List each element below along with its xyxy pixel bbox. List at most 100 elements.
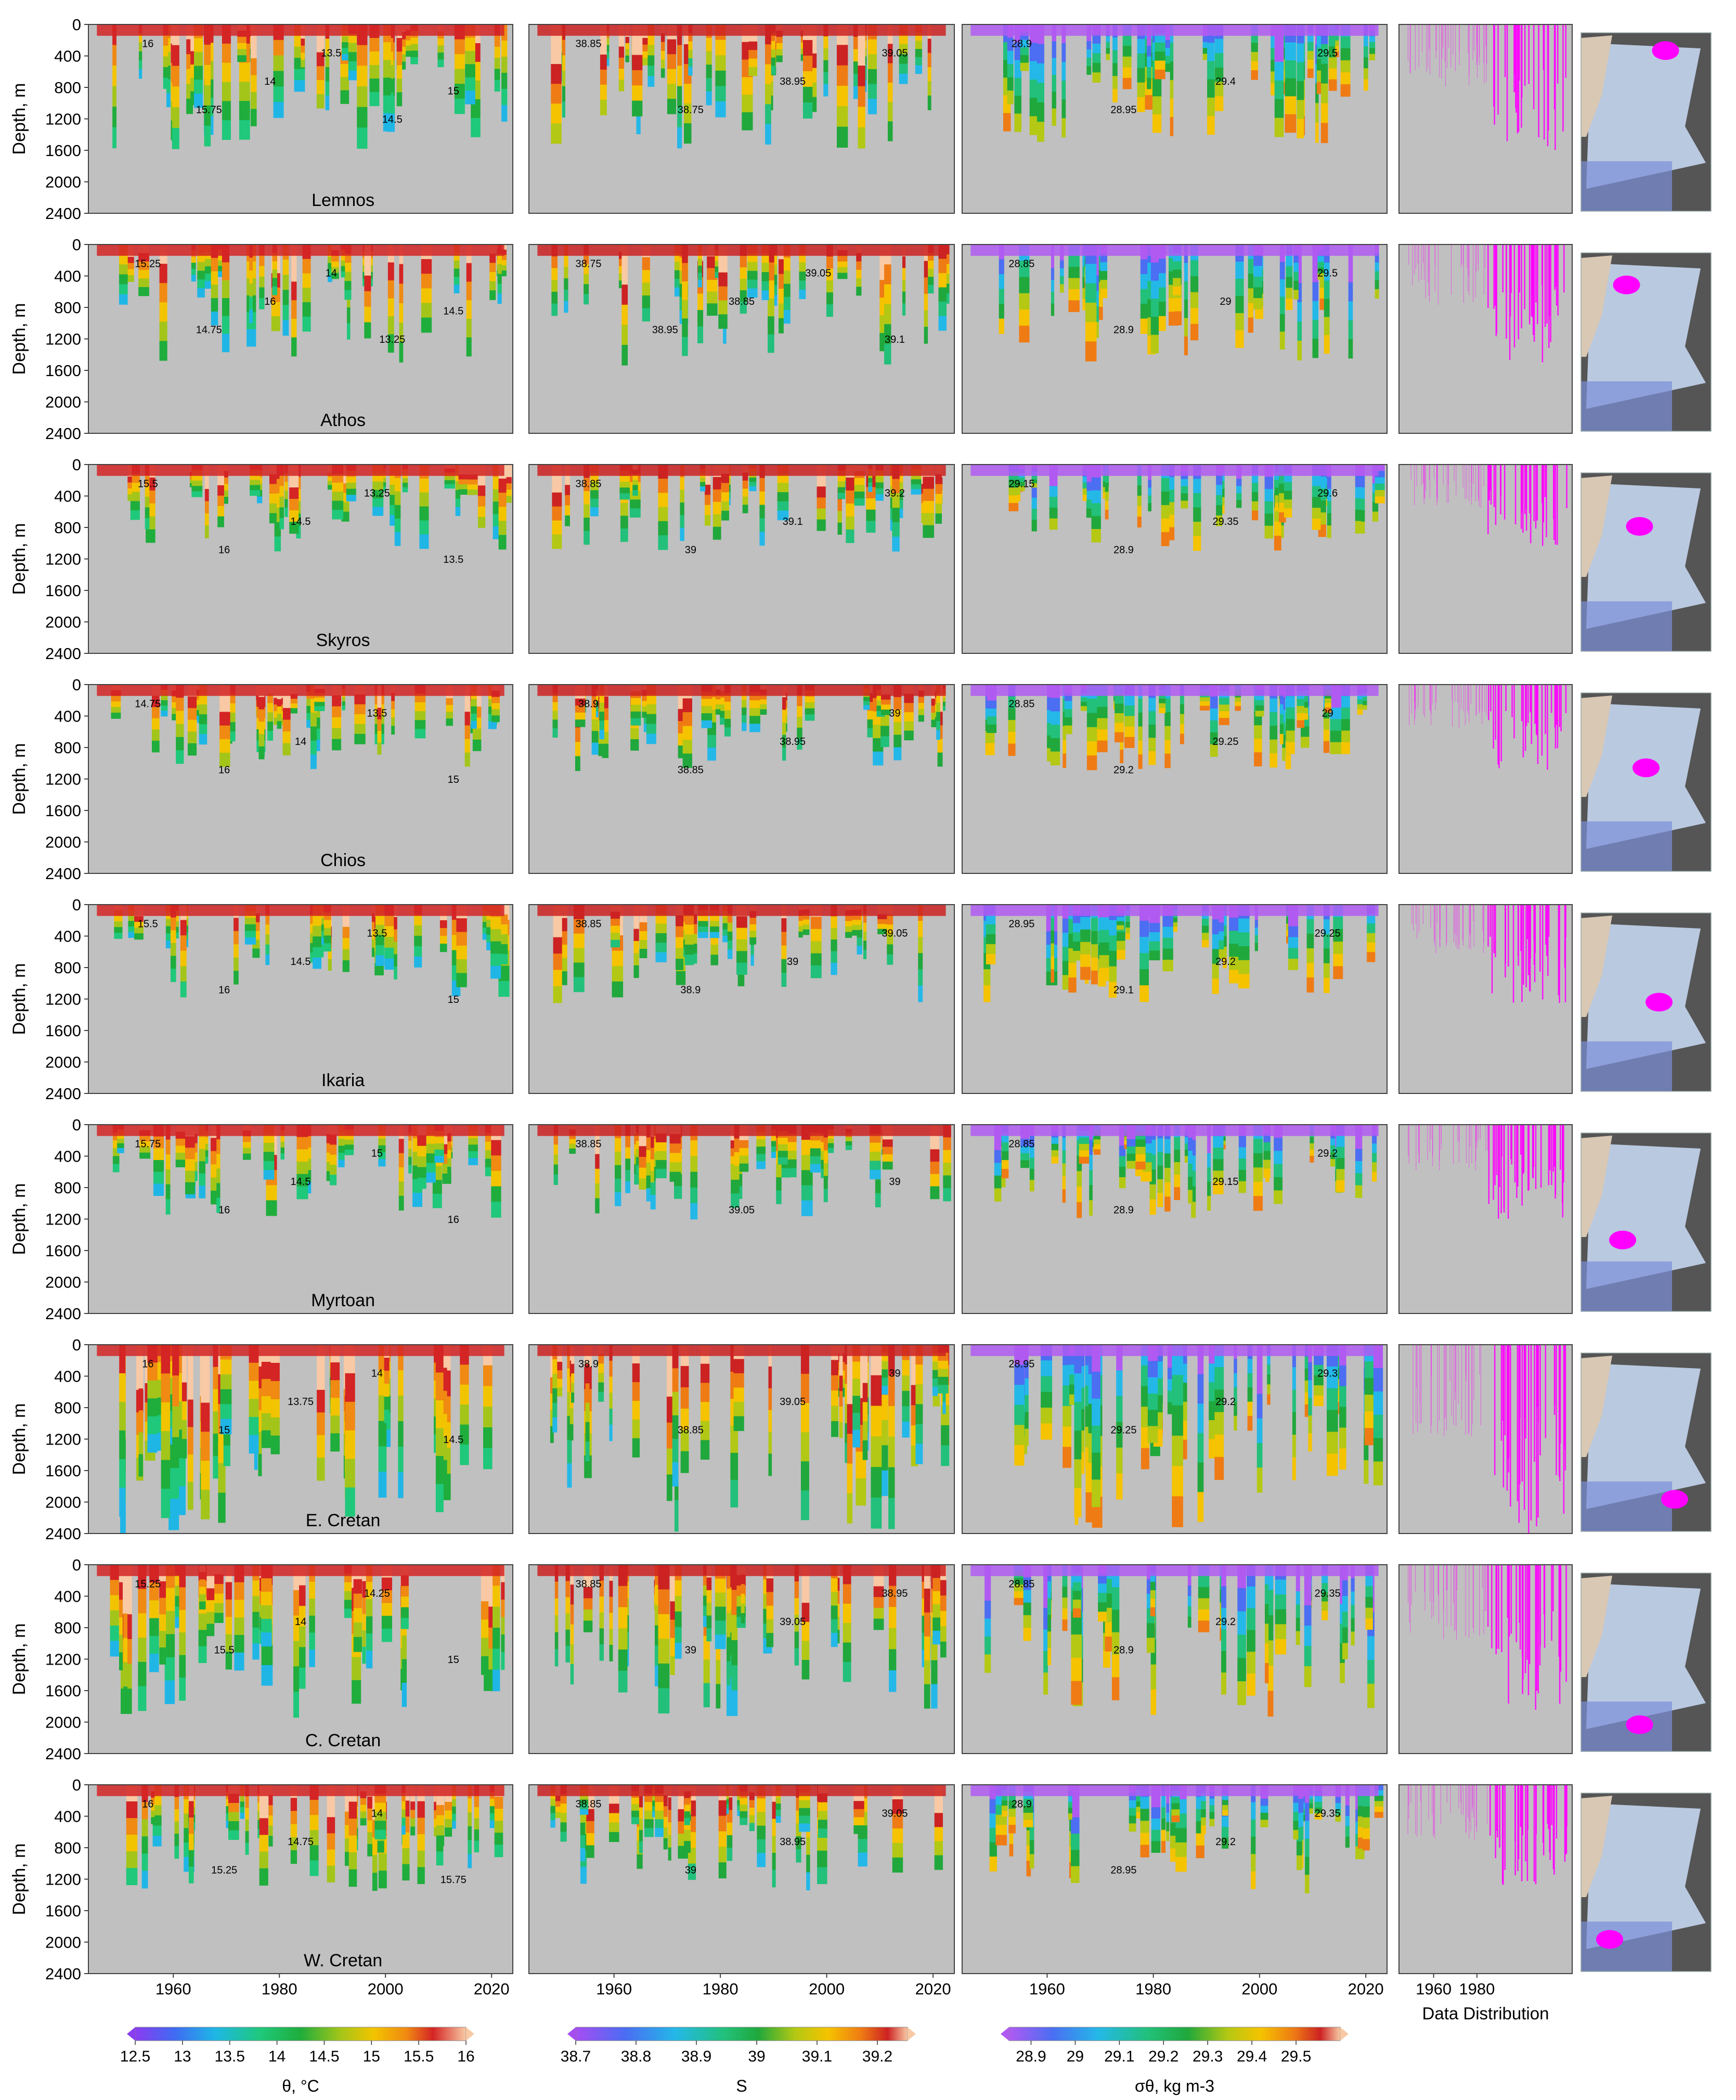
section-cell [639,931,647,941]
section-cell [721,473,729,484]
section-cell [706,78,712,92]
section-cell [655,914,667,924]
section-cell [458,489,468,495]
section-cell [943,1163,951,1176]
section-cell [1091,944,1098,958]
section-cell [667,54,677,70]
section-cell [1274,1164,1283,1178]
section-cell [655,1142,667,1152]
section-cell [1238,932,1250,947]
section-cell [846,477,854,491]
section-cell [342,701,345,706]
section-cell [1264,476,1274,490]
section-cell [690,1187,698,1204]
section-cell [331,273,339,279]
section-cell [1323,963,1330,978]
section-cell [1080,967,1091,980]
section-cell [218,1463,226,1493]
contour-label: 39.05 [882,48,908,59]
section-cell [372,507,384,516]
section-cell [263,1133,275,1143]
section-cell [1355,475,1362,488]
section-cell [750,955,754,966]
section-cell [1122,78,1132,89]
section-cell [426,1172,436,1183]
section-cell [320,943,331,952]
section-cell [250,92,257,110]
section-cell [1251,483,1259,493]
section-cell [1052,108,1056,126]
section-cell [810,965,822,978]
section-cell [779,274,784,289]
section-cell [655,943,667,953]
section-cell [782,747,786,761]
section-cell [1140,318,1149,334]
section-cell [296,1186,308,1200]
section-cell [824,1148,834,1153]
section-cell [854,478,865,485]
section-cell [1031,520,1037,532]
section-cell [151,695,160,708]
section-cell [573,977,585,993]
contour-label: 29 [1322,708,1333,719]
section-cell [595,1183,600,1199]
section-cell [658,507,668,522]
section-cell [680,527,684,541]
section-cell [630,704,641,712]
section-cell [738,1148,749,1156]
section-cell [279,475,284,487]
section-cell [892,522,900,537]
section-cell [837,261,848,268]
section-cell [163,78,169,89]
section-cell [1031,475,1038,480]
section-cell [1284,491,1292,500]
section-cell [772,285,778,296]
section-cell [1300,737,1310,748]
section-cell [575,712,586,720]
section-cell [447,1133,451,1142]
section-cell [994,1163,1002,1176]
section-cell [211,285,218,299]
section-cell [876,695,885,701]
section-cell [1184,1156,1188,1163]
section-cell [314,706,325,712]
section-cell [391,709,395,718]
panel-background [1399,244,1572,433]
section-cell [749,478,757,483]
section-cell [748,58,758,68]
section-cell [836,126,848,148]
section-row-chios: Depth, m0400800120016002000240014.751614… [9,676,1712,883]
section-cell [1279,297,1285,315]
surface-layer [537,24,946,36]
section-cell [1363,57,1368,69]
section-cell [193,93,203,108]
section-cell [875,494,884,501]
section-cell [870,1161,881,1170]
section-cell [1068,977,1077,993]
section-cell [134,922,144,929]
section-cell [1155,42,1165,53]
section-cell [204,525,209,538]
section-cell [313,958,321,969]
section-cell [584,504,590,519]
location-map-4 [1580,692,1712,872]
section-cell [1297,720,1304,728]
section-cell [394,532,401,546]
section-cell [446,712,453,719]
section-cell [866,498,876,510]
section-cell [1274,43,1284,62]
section-cell [330,1135,337,1145]
section-cell [1152,96,1162,115]
section-cell [1072,942,1081,951]
section-cell [552,478,562,493]
section-cell [1161,518,1170,533]
section-cell [1019,277,1030,294]
contour-label: 16 [218,545,230,556]
section-cell [294,69,305,81]
section-cell [715,255,721,262]
section-cell [706,65,712,79]
section-cell [736,939,747,952]
sea-area [1586,923,1706,1069]
section-cell [1062,1137,1066,1151]
section-cell [1105,500,1109,511]
